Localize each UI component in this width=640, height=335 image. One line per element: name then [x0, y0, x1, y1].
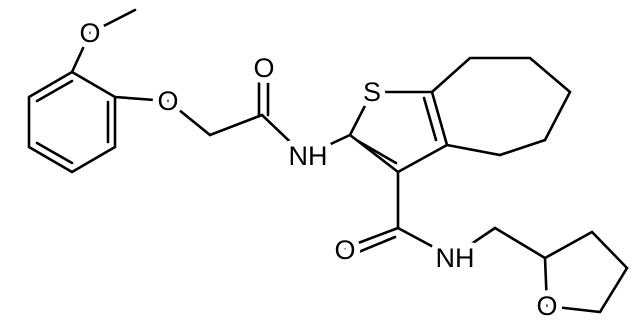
atom-label: NH	[289, 141, 328, 171]
atom-label: O	[157, 86, 178, 116]
atom-label: O	[536, 291, 557, 321]
atom-label: S	[363, 77, 381, 107]
atom-label: O	[334, 235, 355, 265]
atom-label: O	[253, 53, 274, 83]
atom-label: NH	[436, 243, 475, 273]
atom-label: O	[79, 18, 100, 48]
atom-labels: O O O NH S O NH O	[73, 12, 563, 327]
bonds	[27, 8, 629, 314]
